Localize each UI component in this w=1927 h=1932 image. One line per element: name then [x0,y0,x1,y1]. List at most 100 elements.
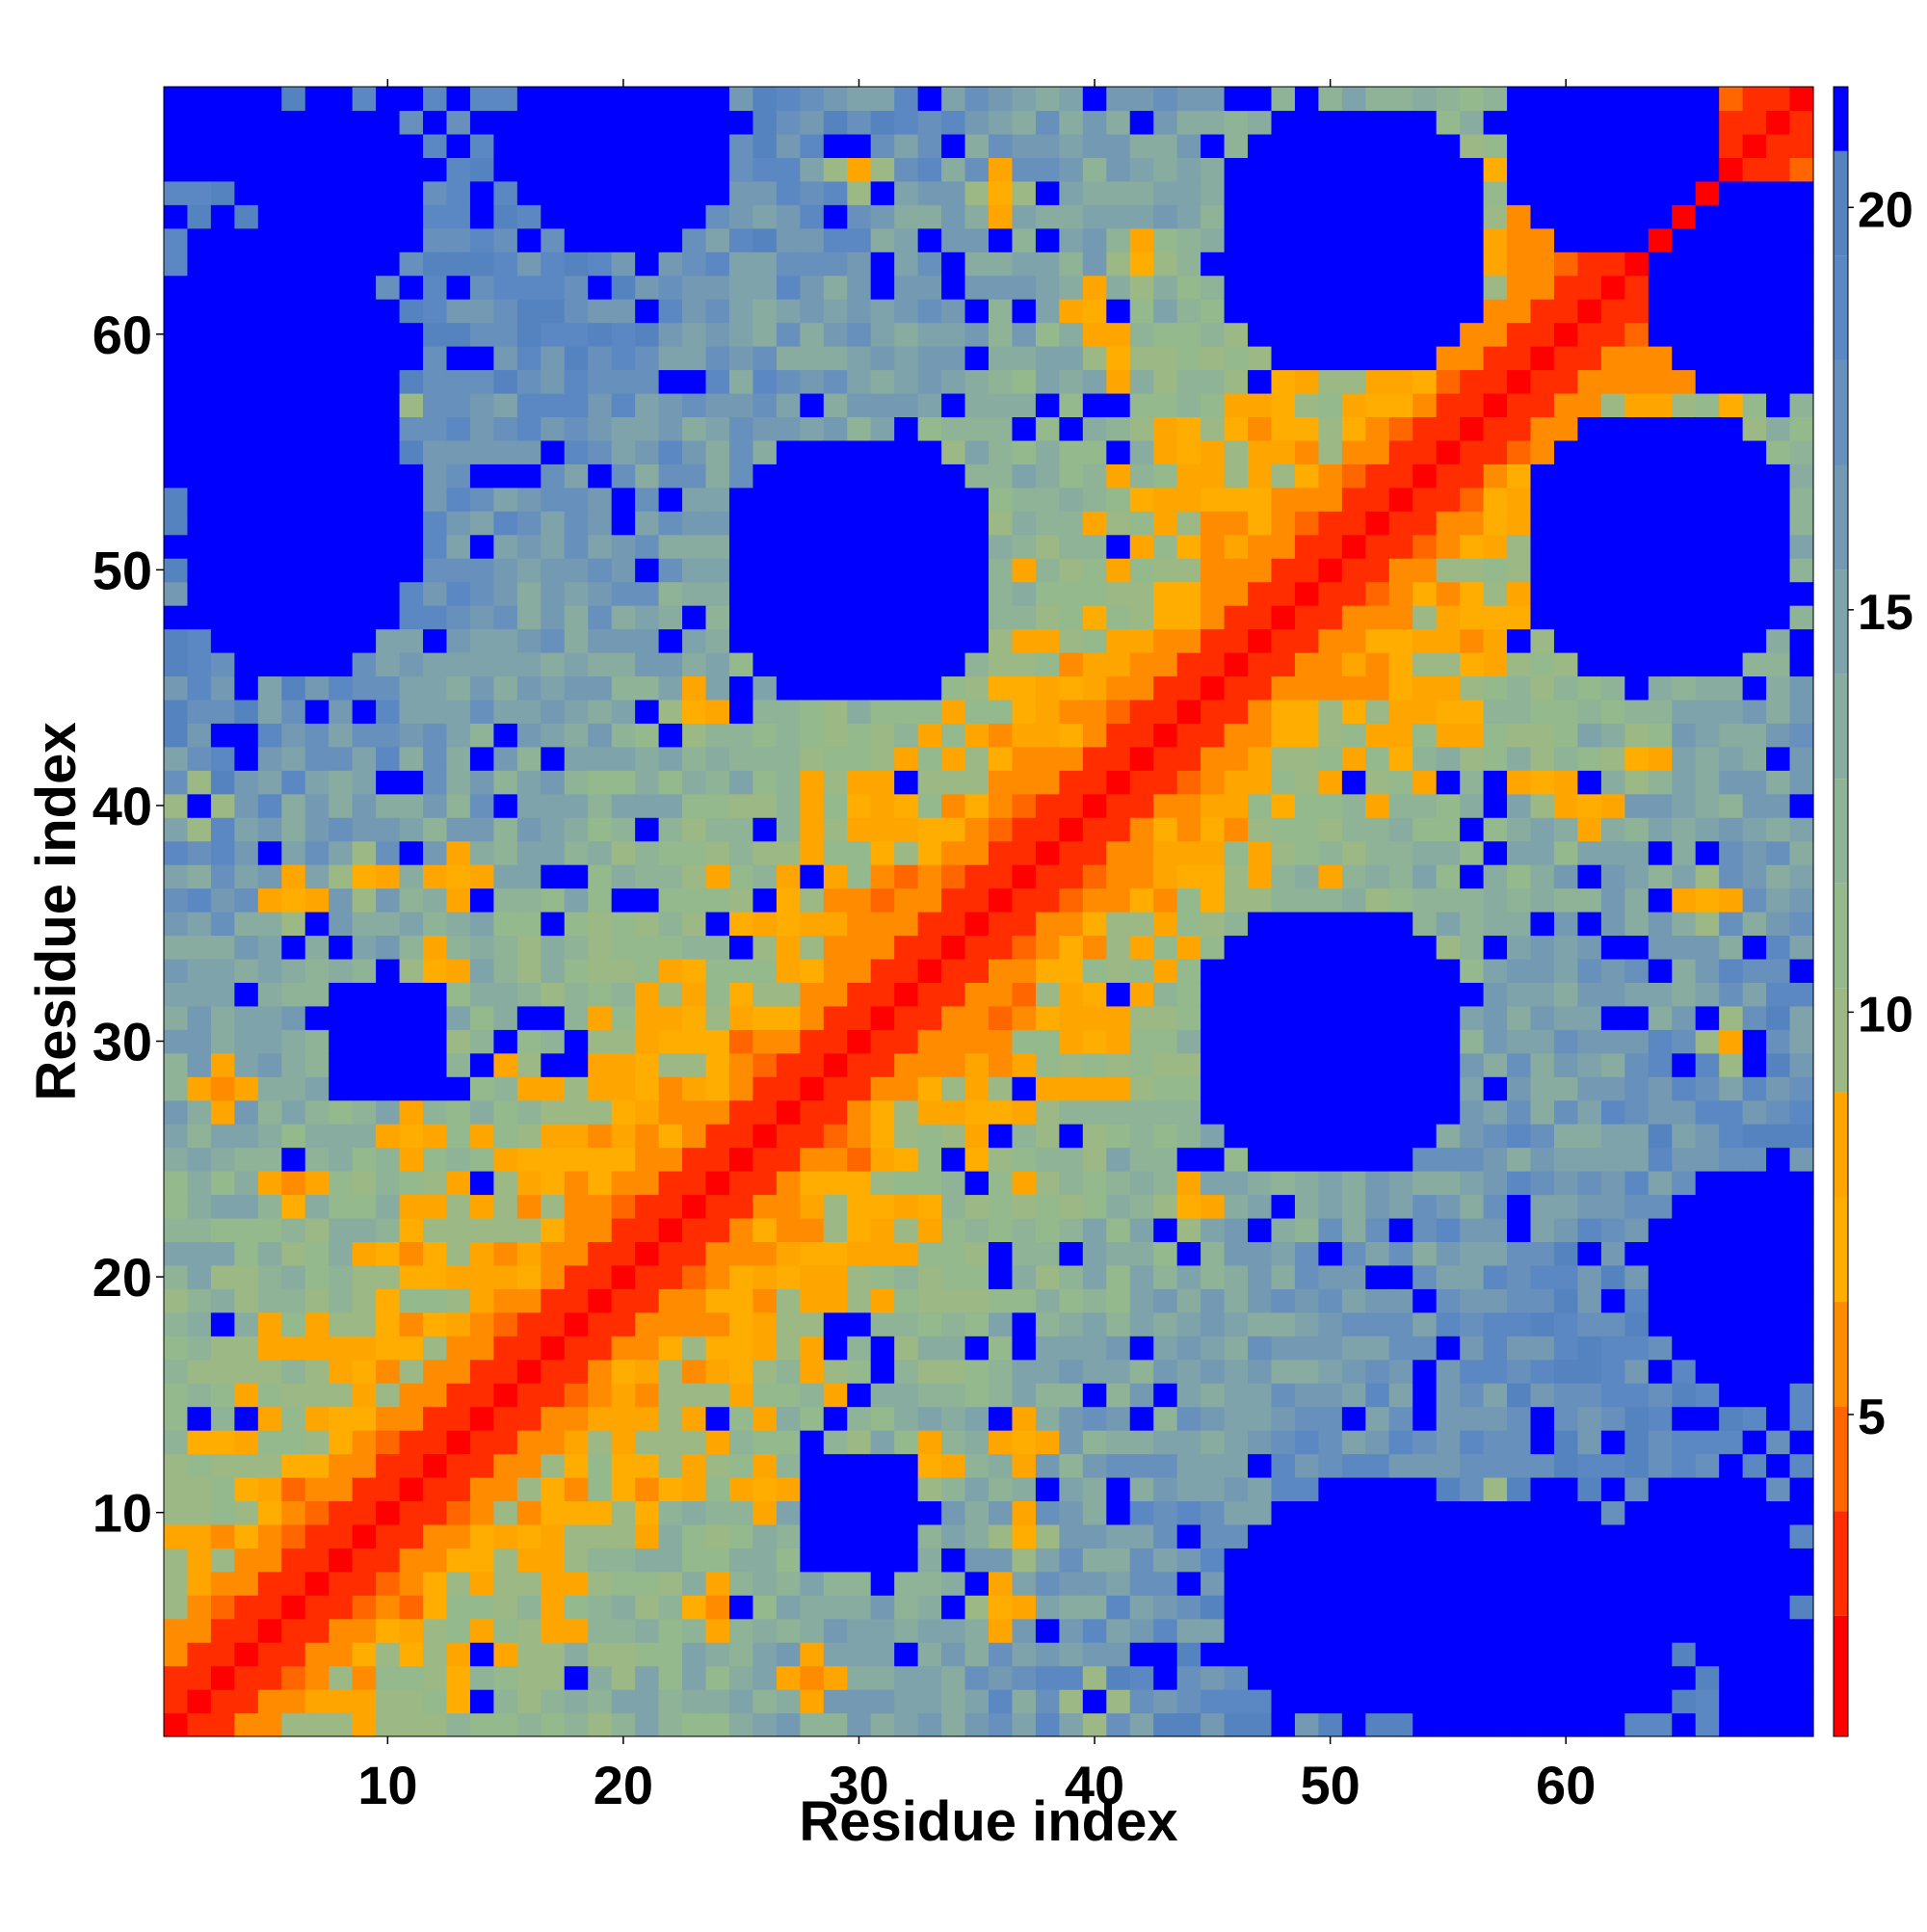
heatmap-cell [1129,204,1154,229]
heatmap-cell [1012,416,1037,441]
heatmap-cell [1012,346,1037,371]
heatmap-cell [1153,864,1178,889]
heatmap-cell [1766,628,1791,653]
heatmap-cell [376,1383,401,1408]
heatmap-cell [1082,1618,1107,1643]
colorbar-tick-label: 15 [1858,585,1914,641]
heatmap-cell [1436,1359,1461,1384]
heatmap-cell [399,1665,424,1690]
heatmap-cell [516,1336,541,1361]
heatmap-cell [1766,935,1791,960]
heatmap-cell [1483,487,1508,512]
heatmap-cell [516,1712,541,1737]
heatmap-cell [329,1147,354,1172]
heatmap-cell [964,416,990,441]
heatmap-cell [1082,487,1107,512]
heatmap-cell [1271,864,1296,889]
heatmap-cell [1412,180,1438,205]
heatmap-cell [1553,299,1579,324]
heatmap-cell [1624,1124,1650,1149]
heatmap-cell [1153,1336,1178,1361]
heatmap-cell [1059,1642,1084,1667]
heatmap-cell [1082,1194,1107,1219]
heatmap-cell [1553,1147,1579,1172]
heatmap-cell [1553,463,1579,489]
heatmap-cell [917,227,942,252]
heatmap-cell [1483,699,1508,724]
heatmap-cell [1742,840,1767,865]
heatmap-cell [376,416,401,441]
heatmap-cell [541,1029,566,1054]
heatmap-cell [870,1241,895,1266]
heatmap-cell [964,157,990,182]
heatmap-cell [1719,157,1744,182]
heatmap-cell [588,1523,613,1548]
heatmap-cell [187,463,212,489]
heatmap-cell [187,605,212,630]
heatmap-cell [281,982,306,1007]
heatmap-cell [894,581,919,606]
heatmap-cell [1436,275,1461,300]
heatmap-cell [847,1171,872,1196]
y-tick-label: 30 [92,1012,152,1072]
heatmap-cell [894,392,919,417]
heatmap-cell [493,1642,518,1667]
heatmap-cell [1507,1124,1532,1149]
heatmap-cell [1553,1217,1579,1242]
heatmap-cell [1577,1383,1602,1408]
heatmap-cell [1106,1147,1131,1172]
heatmap-cell [234,299,259,324]
heatmap-cell [1035,581,1060,606]
heatmap-cell [1248,1642,1273,1667]
heatmap-cell [1483,110,1508,135]
heatmap-cell [917,1076,942,1101]
heatmap-cell [776,1171,801,1196]
heatmap-cell [564,817,589,842]
heatmap-cell [1624,912,1650,937]
heatmap-cell [705,1311,730,1337]
heatmap-cell [541,1430,566,1455]
heatmap-cell [1624,675,1650,701]
heatmap-cell [870,1383,895,1408]
heatmap-cell [1153,793,1178,818]
heatmap-cell [376,1288,401,1313]
x-tick-label: 40 [1065,1755,1124,1815]
heatmap-cell [469,958,494,983]
heatmap-cell [1624,487,1650,512]
heatmap-cell [423,1311,448,1337]
x-tick-label: 50 [1300,1755,1359,1815]
heatmap-cell [776,463,801,489]
heatmap-cell [823,1571,848,1596]
heatmap-cell [164,275,189,300]
heatmap-cell [635,392,660,417]
heatmap-cell [847,1005,872,1030]
heatmap-cell [493,1571,518,1596]
heatmap-cell [1059,463,1084,489]
heatmap-cell [941,699,966,724]
heatmap-cell [1460,1665,1485,1690]
heatmap-cell [1082,723,1107,748]
heatmap-cell [1082,110,1107,135]
heatmap-cell [1201,581,1226,606]
heatmap-cell [1624,770,1650,795]
heatmap-cell [1035,864,1060,889]
heatmap-cell [1530,1171,1555,1196]
heatmap-cell [564,1264,589,1289]
heatmap-cell [352,487,377,512]
heatmap-cell [847,817,872,842]
heatmap-cell [658,1618,683,1643]
heatmap-cell [588,275,613,300]
heatmap-cell [1365,1548,1390,1573]
heatmap-cell [1341,180,1366,205]
heatmap-cell [776,87,801,112]
heatmap-cell [1719,864,1744,889]
heatmap-cell [1294,605,1319,630]
heatmap-cell [1201,723,1226,748]
heatmap-cell [1672,982,1697,1007]
heatmap-cell [1248,416,1273,441]
heatmap-cell [541,1336,566,1361]
heatmap-cell [682,416,707,441]
heatmap-cell [1530,1500,1555,1525]
heatmap-cell [564,1217,589,1242]
heatmap-cell [257,1052,282,1077]
